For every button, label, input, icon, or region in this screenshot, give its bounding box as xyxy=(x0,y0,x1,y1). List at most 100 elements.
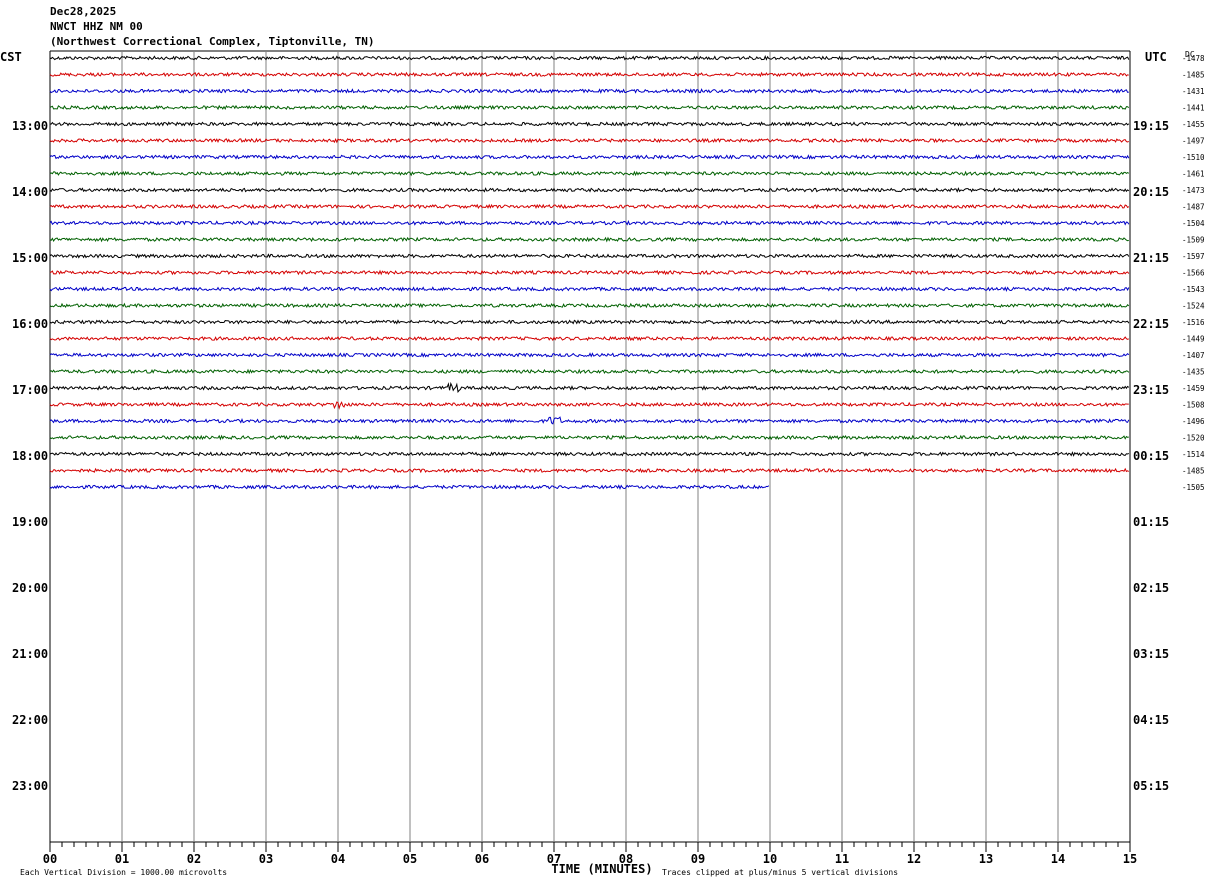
x-tick-label: 11 xyxy=(835,852,849,866)
dc-offset-label: -1478 xyxy=(1182,54,1205,63)
x-tick-label: 13 xyxy=(979,852,993,866)
dc-offset-label: -1485 xyxy=(1182,71,1205,80)
right-hour-label: 23:15 xyxy=(1133,383,1169,397)
dc-offset-label: -1485 xyxy=(1182,467,1205,476)
right-hour-label: 22:15 xyxy=(1133,317,1169,331)
dc-header-label: DC xyxy=(1185,50,1195,59)
dc-offset-label: -1455 xyxy=(1182,120,1205,129)
x-tick-label: 02 xyxy=(187,852,201,866)
dc-offset-label: -1516 xyxy=(1182,318,1205,327)
dc-offset-label: -1459 xyxy=(1182,384,1205,393)
x-tick-label: 06 xyxy=(475,852,489,866)
seismic-trace xyxy=(49,401,1129,410)
seismic-trace xyxy=(49,302,1130,309)
right-hour-label: 01:15 xyxy=(1133,515,1169,529)
grid-lines xyxy=(49,50,1131,852)
x-tick-label: 10 xyxy=(763,852,777,866)
x-tick-label: 15 xyxy=(1123,852,1137,866)
dc-offset-label: -1441 xyxy=(1182,104,1205,113)
dc-offset-label: -1566 xyxy=(1182,269,1205,278)
seismic-trace xyxy=(49,203,1130,210)
dc-offset-label: -1597 xyxy=(1182,252,1205,261)
right-hour-label: 20:15 xyxy=(1133,185,1169,199)
dc-offset-label: -1449 xyxy=(1182,335,1205,344)
left-hour-label: 14:00 xyxy=(12,185,48,199)
dc-offset-label: -1510 xyxy=(1182,153,1205,162)
x-tick-label: 07 xyxy=(547,852,561,866)
seismic-trace xyxy=(49,71,1129,78)
dc-offset-label: -1496 xyxy=(1182,417,1205,426)
dc-offset-label: -1508 xyxy=(1182,401,1205,410)
left-timezone-label: CST xyxy=(0,50,22,64)
dc-offset-label: -1514 xyxy=(1182,450,1205,459)
location-label: (Northwest Correctional Complex, Tiptonv… xyxy=(50,35,375,48)
left-hour-label: 19:00 xyxy=(12,515,48,529)
dc-offset-label: -1504 xyxy=(1182,219,1205,228)
seismic-trace xyxy=(49,137,1130,144)
right-hour-label: 21:15 xyxy=(1133,251,1169,265)
seismic-trace xyxy=(49,467,1130,474)
dc-offset-label: -1461 xyxy=(1182,170,1205,179)
x-tick-label: 05 xyxy=(403,852,417,866)
seismic-trace xyxy=(49,416,1130,425)
x-tick-label: 12 xyxy=(907,852,921,866)
left-hour-label: 20:00 xyxy=(12,581,48,595)
x-tick-label: 00 xyxy=(43,852,57,866)
right-hour-label: 02:15 xyxy=(1133,581,1169,595)
trace-group xyxy=(49,55,1130,490)
seismic-trace xyxy=(49,253,1130,259)
seismic-trace xyxy=(49,335,1129,342)
axis-labels: 00 01 02 03 04 05 06 07 08 09 10 11 12 13 14 15 CST UTC DC… xyxy=(0,50,1205,877)
dc-offset-label: -1509 xyxy=(1182,236,1205,245)
left-hour-label: 23:00 xyxy=(12,779,48,793)
footer-left-note: Each Vertical Division = 1000.00 microvo… xyxy=(20,868,227,877)
x-tick-label: 03 xyxy=(259,852,273,866)
x-tick-label: 14 xyxy=(1051,852,1065,866)
plot-header: Dec28,2025 NWCT HHZ NM 00 (Northwest Cor… xyxy=(50,4,375,49)
left-hour-label: 16:00 xyxy=(12,317,48,331)
right-hour-label: 05:15 xyxy=(1133,779,1169,793)
dc-offset-label: -1505 xyxy=(1182,483,1205,492)
left-hour-label: 21:00 xyxy=(12,647,48,661)
dc-offset-label: -1473 xyxy=(1182,186,1205,195)
seismic-trace xyxy=(49,381,1130,393)
x-tick-label: 09 xyxy=(691,852,705,866)
seismic-trace xyxy=(49,434,1129,441)
seismic-trace xyxy=(49,286,1130,292)
right-hour-label: 04:15 xyxy=(1133,713,1169,727)
seismic-trace xyxy=(49,368,1130,375)
station-label: NWCT HHZ NM 00 xyxy=(50,20,143,33)
seismic-trace xyxy=(49,55,1130,61)
right-hour-label: 03:15 xyxy=(1133,647,1169,661)
dc-offset-label: -1524 xyxy=(1182,302,1205,311)
left-hour-label: 15:00 xyxy=(12,251,48,265)
x-tick-label: 01 xyxy=(115,852,129,866)
seismic-trace xyxy=(49,187,1130,193)
right-hour-label: 19:15 xyxy=(1133,119,1169,133)
seismic-trace xyxy=(49,352,1130,358)
left-hour-label: 22:00 xyxy=(12,713,48,727)
seismic-trace xyxy=(49,220,1130,226)
seismic-trace xyxy=(49,121,1130,127)
dc-offset-label: -1520 xyxy=(1182,434,1205,443)
footer-right-note: Traces clipped at plus/minus 5 vertical … xyxy=(662,868,898,877)
left-hour-label: 18:00 xyxy=(12,449,48,463)
dc-offset-label: -1407 xyxy=(1182,351,1205,360)
seismic-trace xyxy=(49,154,1130,160)
seismic-trace xyxy=(49,484,770,490)
x-axis-title: TIME (MINUTES) xyxy=(551,862,652,876)
dc-offset-label: -1487 xyxy=(1182,203,1205,212)
seismic-trace xyxy=(49,170,1130,177)
right-timezone-label: UTC xyxy=(1145,50,1167,64)
seismic-trace xyxy=(49,88,1129,94)
x-tick-label: 04 xyxy=(331,852,345,866)
seismic-trace xyxy=(49,451,1130,457)
seismic-trace xyxy=(49,319,1130,325)
seismic-trace xyxy=(49,269,1130,276)
dc-offset-label: -1497 xyxy=(1182,137,1205,146)
date-label: Dec28,2025 xyxy=(50,5,117,18)
dc-offset-label: -1543 xyxy=(1182,285,1205,294)
seismic-trace xyxy=(49,104,1130,111)
x-tick-label: 08 xyxy=(619,852,633,866)
